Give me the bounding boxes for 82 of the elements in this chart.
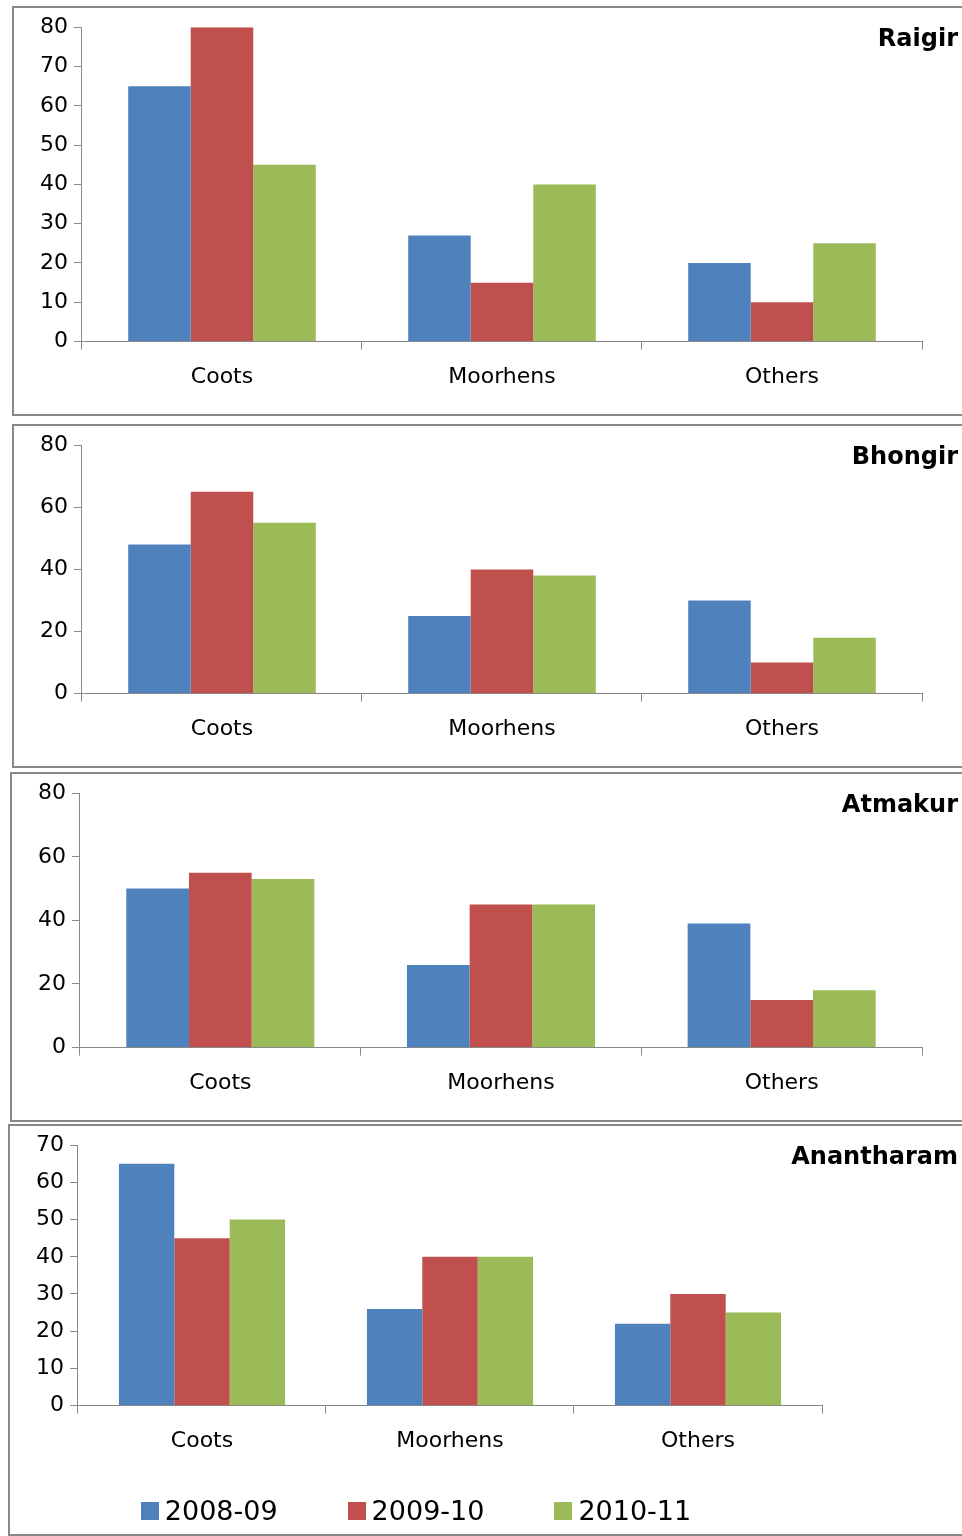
- bar: [366, 1308, 423, 1406]
- y-tick-label: 40: [35, 1242, 64, 1268]
- bar: [813, 637, 876, 694]
- y-tick-label: 70: [35, 1130, 64, 1156]
- x-tick-label: Moorhens: [396, 1426, 504, 1452]
- bar: [253, 522, 316, 694]
- bar: [128, 86, 191, 342]
- bar: [688, 263, 751, 342]
- y-tick-label: 50: [39, 130, 68, 156]
- chart-title: Atmakur: [841, 790, 959, 819]
- chart-title: Bhongir: [851, 442, 959, 471]
- y-tick-label: 10: [35, 1354, 64, 1380]
- bar: [725, 1312, 782, 1406]
- bar: [174, 1238, 230, 1406]
- x-tick-label: Coots: [190, 362, 254, 388]
- bar: [128, 544, 191, 694]
- x-tick-label: Coots: [170, 1426, 234, 1452]
- x-tick-label: Others: [745, 714, 819, 740]
- legend-label: 2009-10: [371, 1495, 485, 1526]
- bar: [533, 575, 596, 694]
- bar: [750, 302, 814, 342]
- bar: [190, 27, 254, 342]
- x-tick-label: Others: [745, 362, 819, 388]
- bar: [532, 904, 596, 1048]
- bar: [813, 990, 876, 1048]
- x-tick-label: Moorhens: [447, 1068, 555, 1094]
- y-tick-label: 20: [37, 969, 66, 995]
- y-tick-label: 0: [49, 1391, 64, 1417]
- x-tick-label: Coots: [190, 714, 254, 740]
- chart-title: Raigir: [877, 24, 959, 53]
- y-tick-label: 20: [39, 248, 68, 274]
- y-tick-label: 40: [39, 170, 68, 196]
- bar: [229, 1219, 286, 1406]
- bar: [253, 164, 316, 342]
- bar: [126, 888, 189, 1048]
- bar: [118, 1163, 175, 1406]
- bar: [750, 999, 814, 1048]
- text: Anantharam: [791, 1142, 958, 1171]
- y-tick-label: 40: [39, 555, 68, 581]
- bar: [406, 964, 470, 1048]
- bar: [533, 184, 596, 342]
- bar: [251, 879, 315, 1048]
- y-tick-label: 20: [39, 617, 68, 643]
- y-tick-label: 80: [37, 778, 66, 804]
- y-tick-label: 80: [39, 12, 68, 38]
- bar: [408, 615, 471, 694]
- y-tick-label: 60: [39, 493, 68, 519]
- x-tick-label: Others: [661, 1426, 735, 1452]
- bar: [614, 1323, 671, 1406]
- bar: [688, 600, 751, 694]
- y-tick-label: 20: [35, 1316, 64, 1342]
- y-tick-label: 40: [37, 906, 66, 932]
- y-tick-label: 0: [51, 1033, 66, 1059]
- bar: [190, 491, 254, 694]
- x-tick-label: Others: [744, 1068, 819, 1094]
- legend-label: 2008-09: [164, 1495, 278, 1526]
- y-tick-label: 60: [37, 842, 66, 868]
- x-tick-label: Moorhens: [448, 362, 556, 388]
- y-tick-label: 10: [39, 288, 68, 314]
- x-tick-label: Moorhens: [448, 714, 556, 740]
- bar: [469, 904, 533, 1048]
- y-tick-label: 30: [35, 1279, 64, 1305]
- y-tick-label: 50: [35, 1205, 64, 1231]
- bar: [188, 872, 252, 1048]
- bar: [470, 569, 534, 694]
- bar: [477, 1256, 534, 1406]
- y-tick-label: 60: [35, 1168, 64, 1194]
- y-tick-label: 0: [53, 327, 68, 353]
- y-tick-label: 80: [39, 430, 68, 456]
- bar: [750, 662, 814, 694]
- bar: [470, 282, 534, 342]
- bar: [670, 1294, 726, 1406]
- x-tick-label: Coots: [189, 1068, 252, 1094]
- y-tick-label: 0: [53, 679, 68, 705]
- bar: [422, 1256, 478, 1406]
- bar: [408, 235, 471, 342]
- y-tick-label: 60: [39, 91, 68, 117]
- y-tick-label: 30: [39, 209, 68, 235]
- legend-label: 2010-11: [578, 1495, 692, 1526]
- bar: [813, 243, 876, 342]
- bar: [687, 923, 751, 1048]
- y-tick-label: 70: [39, 52, 68, 78]
